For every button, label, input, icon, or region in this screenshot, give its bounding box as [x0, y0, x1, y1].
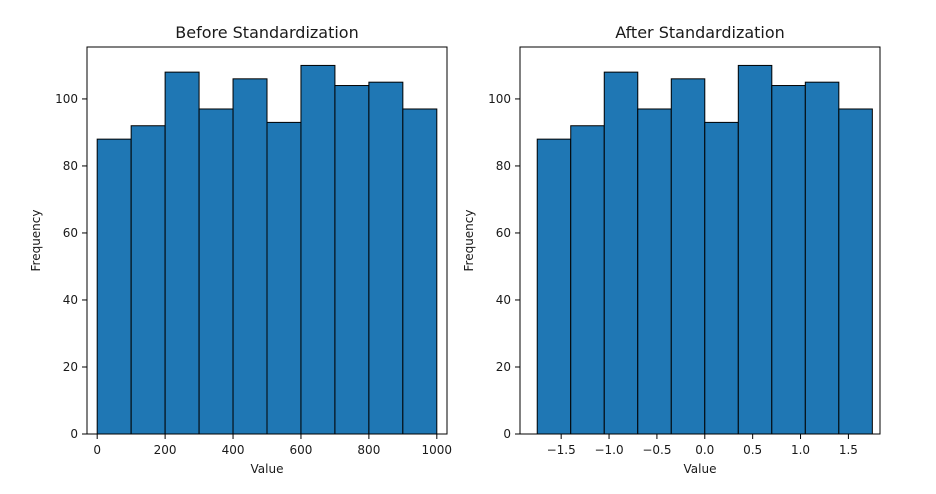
histogram-bar — [670, 78, 706, 435]
x-tick-label: 600 — [290, 443, 313, 457]
x-tick-label: 1.0 — [791, 443, 810, 457]
histogram-bar — [771, 85, 806, 435]
y-tick-label: 40 — [496, 293, 511, 307]
x-tick-label: 0 — [93, 443, 101, 457]
plot-frame — [519, 46, 881, 435]
x-tick-label: 1.5 — [839, 443, 858, 457]
histogram-bar — [300, 64, 336, 435]
histogram-bar — [737, 64, 773, 435]
x-tick-label: 200 — [154, 443, 177, 457]
y-axis-label: Frequency — [29, 210, 43, 272]
y-tick-label: 0 — [503, 427, 511, 441]
before-standardization-panel: Before Standardization Value Frequency 0… — [29, 23, 452, 476]
y-tick-label: 80 — [63, 159, 78, 173]
x-tick-label: 1000 — [422, 443, 453, 457]
histogram-bar — [232, 78, 268, 435]
chart-title: After Standardization — [615, 23, 785, 42]
x-tick-label: −0.5 — [642, 443, 671, 457]
plot-frame — [86, 46, 448, 435]
histogram-bar — [334, 85, 370, 435]
x-tick-label: −1.5 — [547, 443, 576, 457]
histogram-bar — [402, 108, 438, 435]
x-tick-label: −1.0 — [594, 443, 623, 457]
histogram-bar — [804, 81, 840, 435]
x-axis-label: Value — [251, 462, 284, 476]
y-axis-label: Frequency — [462, 210, 476, 272]
histogram-bar — [266, 121, 302, 435]
y-tick-label: 80 — [496, 159, 511, 173]
y-tick-label: 60 — [63, 226, 78, 240]
x-tick-label: 0.5 — [743, 443, 762, 457]
x-tick-label: 0.0 — [695, 443, 714, 457]
histogram-bar — [368, 81, 404, 435]
histogram-bar — [130, 125, 166, 435]
histogram-bar — [570, 125, 605, 435]
chart-title: Before Standardization — [175, 23, 358, 42]
y-tick-label: 100 — [55, 92, 78, 106]
x-tick-label: 800 — [357, 443, 380, 457]
y-tick-label: 0 — [70, 427, 78, 441]
histogram-bar — [603, 71, 639, 435]
y-tick-label: 60 — [496, 226, 511, 240]
y-tick-label: 40 — [63, 293, 78, 307]
y-tick-label: 100 — [488, 92, 511, 106]
histogram-bar — [96, 138, 132, 435]
x-axis-label: Value — [684, 462, 717, 476]
histogram-bar — [704, 121, 739, 435]
histogram-bar — [637, 108, 672, 435]
histogram-bar — [838, 108, 873, 435]
y-tick-label: 20 — [63, 360, 78, 374]
x-tick-label: 400 — [222, 443, 245, 457]
y-tick-label: 20 — [496, 360, 511, 374]
histogram-bar — [164, 71, 200, 435]
after-standardization-panel: After Standardization Value Frequency −1… — [462, 23, 881, 476]
histogram-bar — [536, 138, 572, 435]
histogram-bar — [198, 108, 234, 435]
